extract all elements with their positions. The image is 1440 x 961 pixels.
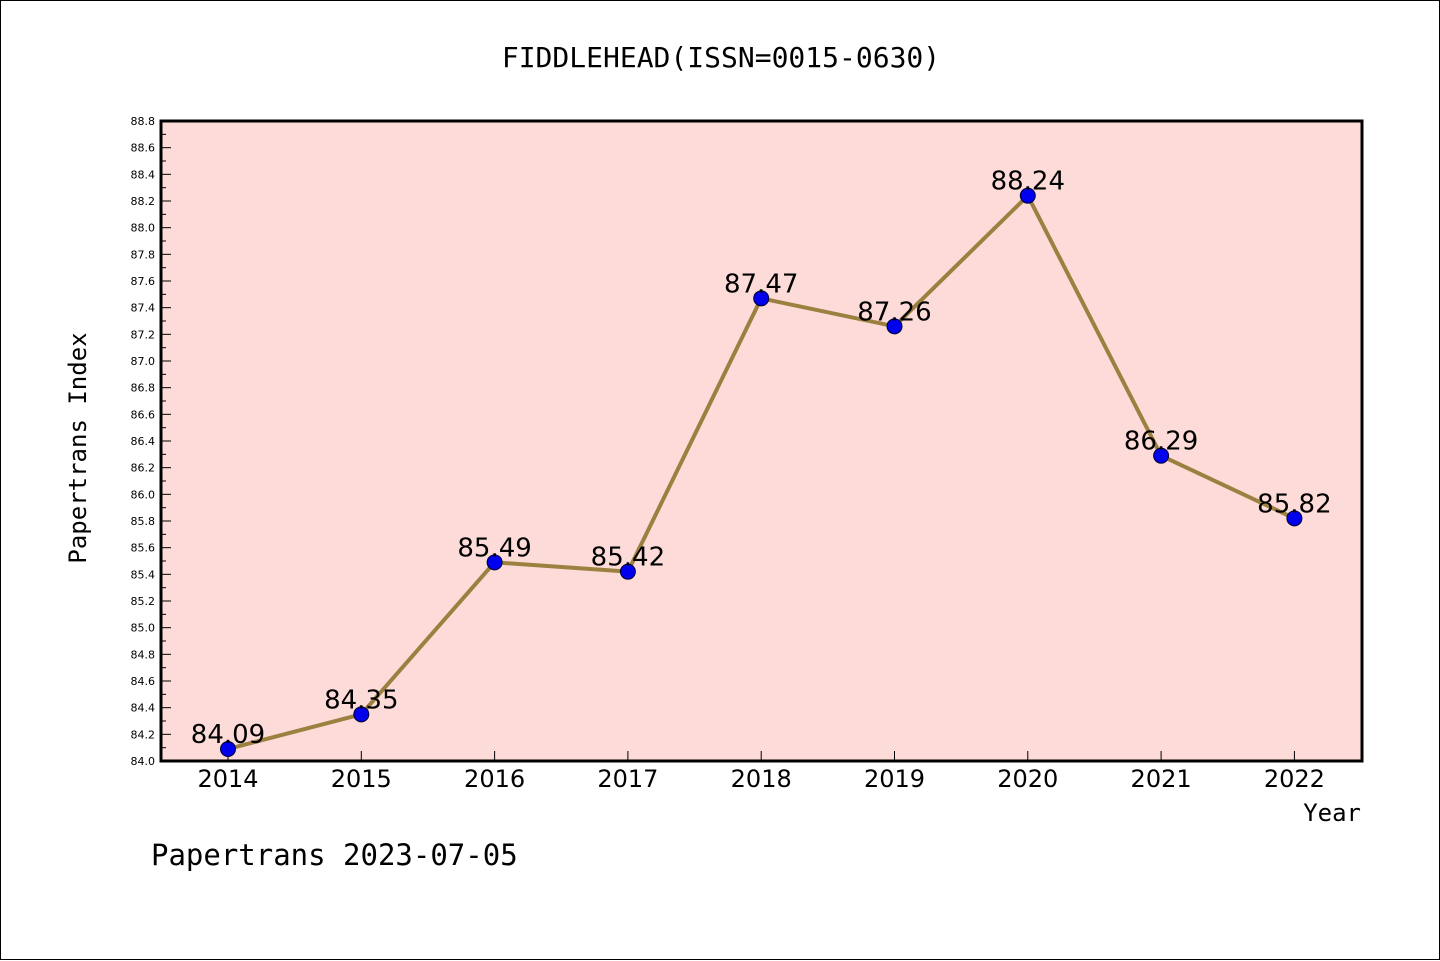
x-tick-label: 2015 [331, 765, 392, 793]
x-tick-label: 2016 [464, 765, 525, 793]
data-point [1286, 510, 1303, 527]
x-axis-label: Year [1303, 799, 1361, 827]
y-tick-label: 86.8 [131, 382, 156, 395]
data-point [1153, 447, 1170, 464]
y-tick-label: 87.6 [131, 275, 156, 288]
x-tick-label: 2018 [731, 765, 792, 793]
data-point [486, 554, 503, 571]
y-tick-label: 84.8 [131, 648, 156, 661]
y-tick-label: 86.4 [131, 435, 156, 448]
data-label: 88.24 [991, 167, 1065, 197]
x-tick-label: 2014 [197, 765, 258, 793]
data-point [619, 563, 636, 580]
y-tick-label: 85.0 [131, 622, 156, 635]
data-label: 87.47 [724, 269, 798, 299]
data-label: 87.26 [857, 297, 931, 327]
x-tick-label: 2022 [1264, 765, 1325, 793]
y-tick-label: 84.6 [131, 675, 156, 688]
x-tick-label: 2019 [864, 765, 925, 793]
chart-title: FIDDLEHEAD(ISSN=0015-0630) [502, 41, 940, 74]
y-tick-label: 87.2 [131, 328, 156, 341]
x-axis-ticks: 2014 2015 2016 2017 2018 2019 2020 2021 2022 [197, 751, 1325, 793]
y-tick-label: 88.6 [131, 142, 156, 155]
data-labels: 84.09 84.35 85.49 85.42 87.47 87.26 88.24 86.29… [191, 167, 1332, 750]
y-axis-ticks: 84.0 84.2 84.4 84.6 84.8 85.0 85.2 85.4 85.6 85.8… [131, 115, 171, 768]
y-tick-label: 88.8 [131, 115, 156, 128]
y-tick-label: 86.6 [131, 408, 156, 421]
data-label: 85.82 [1257, 489, 1331, 519]
data-point [220, 741, 236, 757]
y-tick-label: 88.4 [131, 168, 156, 181]
y-tick-label: 87.8 [131, 248, 156, 261]
data-point [353, 706, 370, 723]
plot-area [159, 119, 1364, 763]
y-axis-label: Papertrans Index [64, 332, 92, 563]
y-tick-label: 85.2 [131, 595, 156, 608]
y-tick-label: 88.0 [131, 222, 156, 235]
data-point [1019, 187, 1036, 204]
y-tick-label: 85.8 [131, 515, 156, 528]
data-point [886, 318, 903, 335]
x-tick-label: 2021 [1131, 765, 1192, 793]
y-tick-label: 85.4 [131, 568, 156, 581]
data-label: 85.49 [457, 533, 531, 563]
x-tick-label: 2017 [597, 765, 658, 793]
data-label: 84.09 [191, 720, 265, 750]
footer-text: Papertrans 2023-07-05 [151, 838, 518, 872]
y-tick-label: 88.2 [131, 195, 156, 208]
data-label: 86.29 [1124, 427, 1198, 457]
y-tick-label: 87.0 [131, 355, 156, 368]
x-tick-label: 2020 [997, 765, 1058, 793]
y-tick-label: 84.0 [131, 755, 156, 768]
y-tick-label: 84.4 [131, 702, 156, 715]
y-tick-label: 86.2 [131, 462, 156, 475]
y-tick-label: 86.0 [131, 488, 156, 501]
y-tick-label: 87.4 [131, 302, 156, 315]
y-tick-label: 84.2 [131, 728, 156, 741]
data-label: 85.42 [591, 543, 665, 573]
data-label: 84.35 [324, 685, 398, 715]
data-point [753, 290, 770, 307]
data-points [220, 187, 1303, 757]
y-tick-label: 85.6 [131, 542, 156, 555]
